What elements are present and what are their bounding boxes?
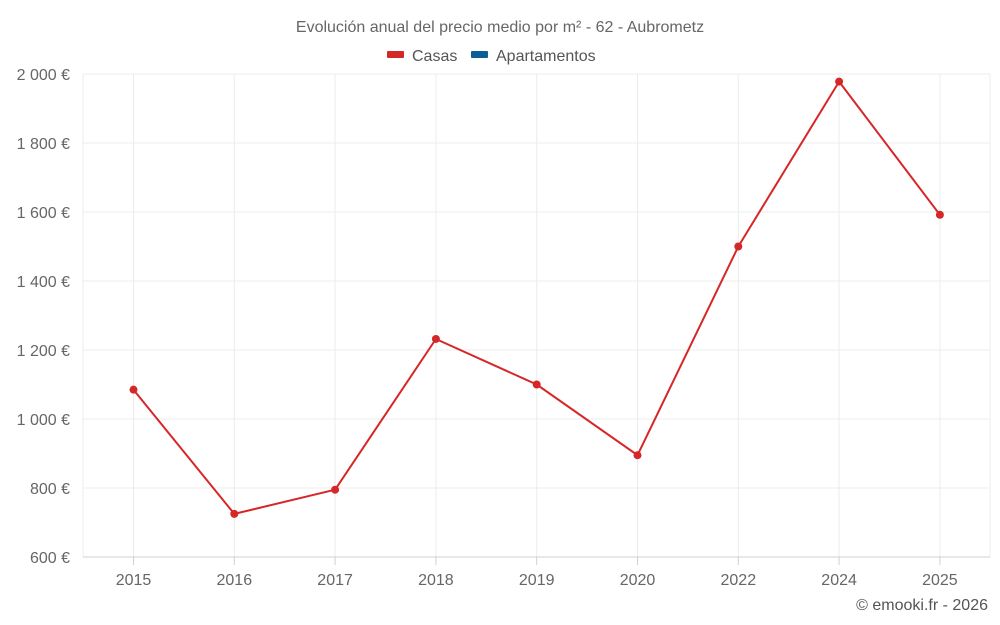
data-point[interactable] [835,77,844,86]
x-tick-label: 2019 [519,572,555,589]
x-tick-label: 2022 [721,572,757,589]
y-tick-label: 1 600 € [17,205,70,222]
x-tick-label: 2017 [317,572,353,589]
legend-label-apartamentos[interactable]: Apartamentos [496,48,596,65]
axes [83,556,990,565]
x-tick-label: 2018 [418,572,454,589]
data-point[interactable] [129,385,138,394]
data-point[interactable] [935,210,944,219]
x-tick-label: 2025 [922,572,958,589]
y-tick-label: 1 800 € [17,136,70,153]
y-tick-label: 800 € [30,481,70,498]
legend-swatch-apartamentos[interactable] [471,51,488,58]
series-casas [129,77,944,518]
data-point[interactable] [532,380,541,389]
y-tick-label: 2 000 € [17,67,70,84]
x-tick-label: 2016 [217,572,253,589]
data-point[interactable] [734,242,743,251]
x-tick-label: 2020 [620,572,656,589]
credit-text: © emooki.fr - 2026 [856,597,988,614]
data-point[interactable] [331,485,340,494]
x-tick-label: 2024 [821,572,857,589]
data-point[interactable] [431,334,440,343]
y-tick-label: 600 € [30,550,70,567]
legend: Casas Apartamentos [387,48,596,65]
y-tick-label: 1 000 € [17,412,70,429]
y-axis-ticks: 600 € 800 € 1 000 € 1 200 € 1 400 € 1 600 € 1 … [17,67,70,567]
x-tick-label: 2015 [116,572,152,589]
grid [82,73,991,557]
data-point[interactable] [633,451,642,460]
legend-swatch-casas[interactable] [387,51,404,58]
y-tick-label: 1 400 € [17,274,70,291]
y-tick-label: 1 200 € [17,343,70,360]
legend-label-casas[interactable]: Casas [412,48,457,65]
x-axis-ticks: 2015 2016 2017 2018 2019 2020 2022 2024 2025 [116,572,958,589]
data-point[interactable] [230,509,239,518]
chart-title: Evolución anual del precio medio por m² … [296,19,704,36]
